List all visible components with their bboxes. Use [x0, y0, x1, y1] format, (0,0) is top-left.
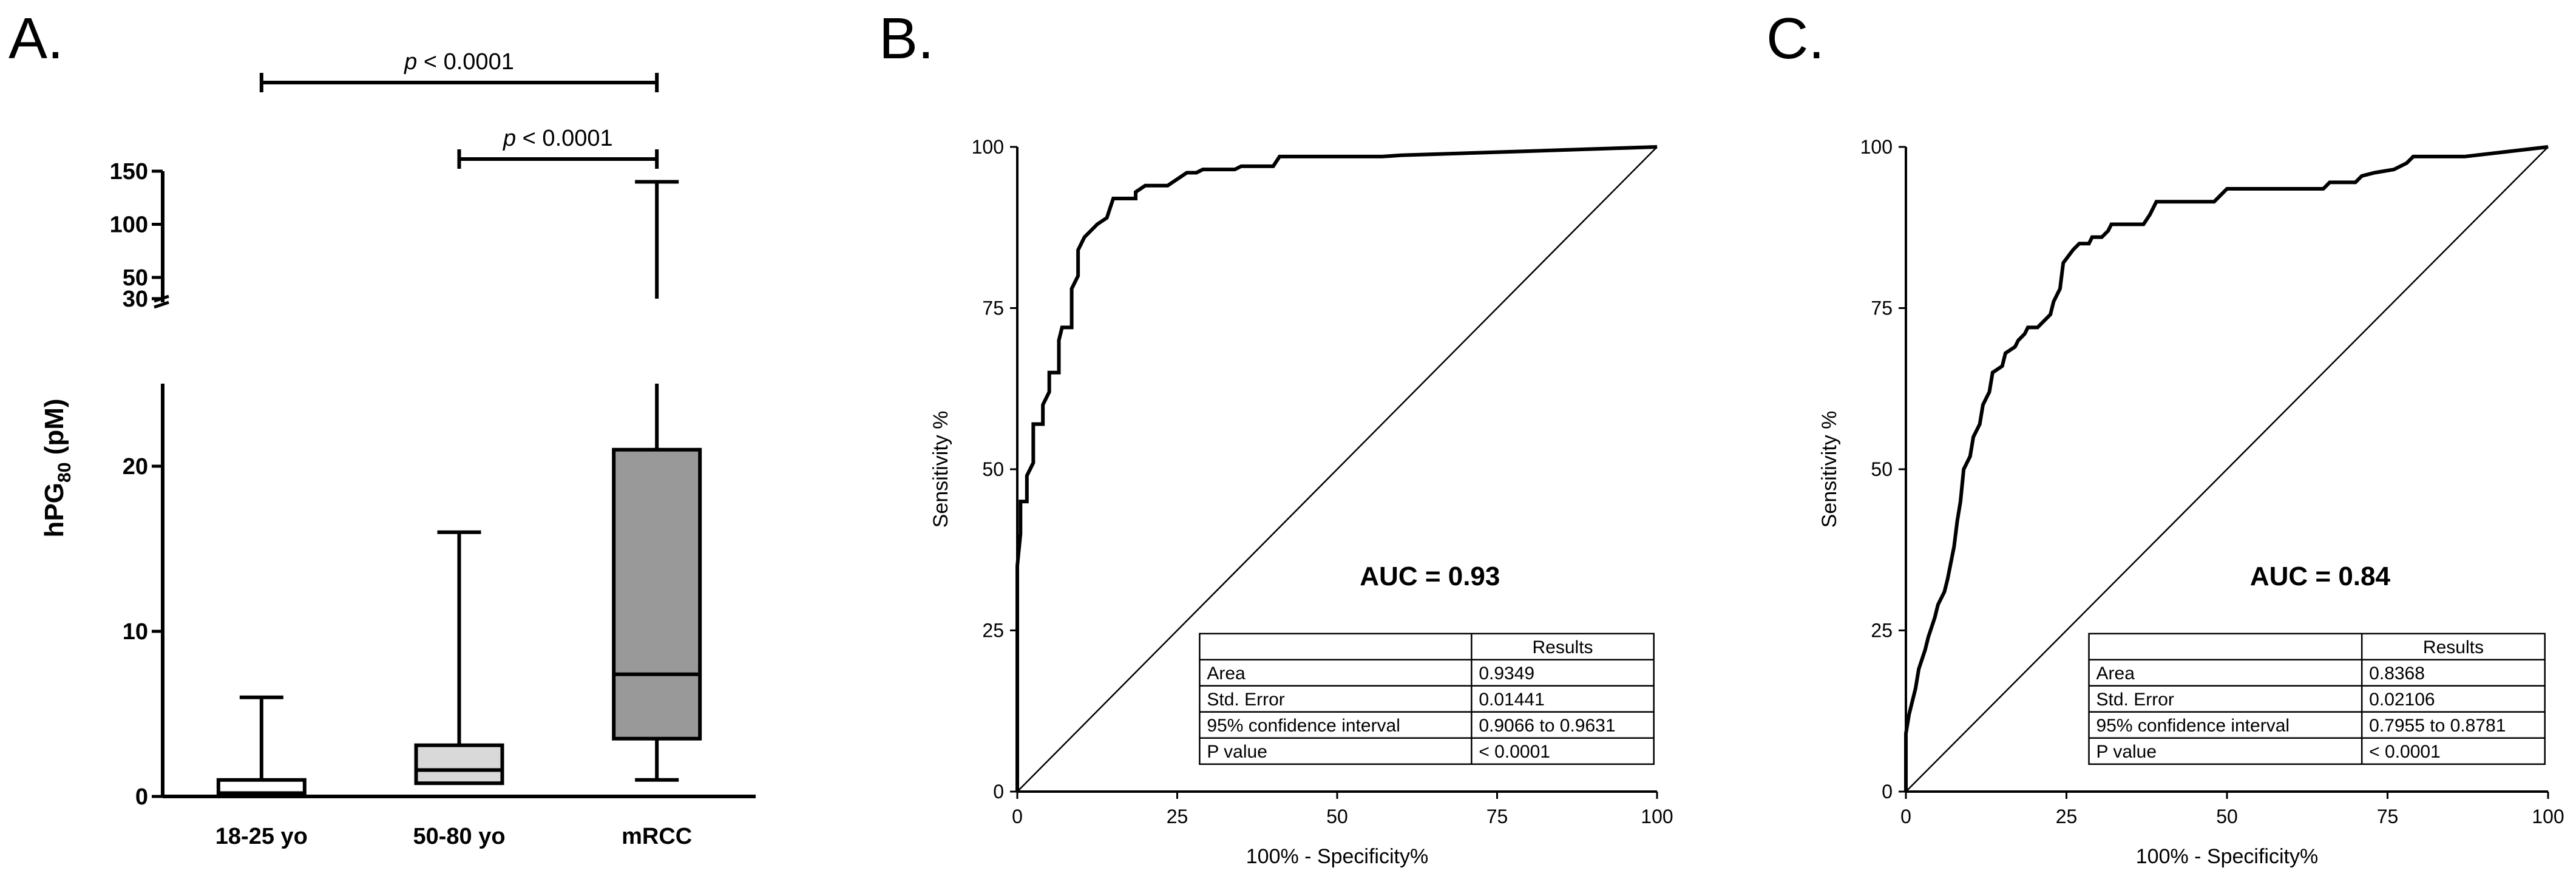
x-tick-label: 0: [1012, 806, 1023, 827]
y-tick-label: 75: [982, 297, 1004, 319]
reference-diagonal: [1017, 146, 1658, 792]
table-row: Results: [1533, 637, 1593, 657]
table-row: Results: [2423, 637, 2484, 657]
y-tick-label: 25: [1871, 620, 1893, 642]
table-row: 95% confidence interval 0.9066 to 0.9631: [1207, 716, 1615, 736]
y-tick-label: 25: [982, 620, 1004, 642]
panel-b-roc: B. 0 25 50 75 100 0 25 50 75 100 100% - Specificit…: [879, 6, 1673, 868]
table-cell-value: < 0.0001: [1479, 742, 1550, 762]
panel-a-significance-bracket: p < 0.0001: [457, 126, 659, 169]
panel-a-y-tick-label: 30: [123, 287, 148, 312]
y-axis-label: Sensitivity %: [1818, 411, 1841, 528]
panel-a-y-tick-label: 20: [123, 454, 148, 480]
panel-a-y-axis-label: hPG80 (pM): [39, 399, 75, 538]
table-cell-value: < 0.0001: [2369, 742, 2441, 762]
box-iqr: [414, 743, 504, 786]
panel-a-box-0: [216, 695, 307, 799]
reference-diagonal: [1905, 146, 2549, 792]
table-row: P value < 0.0001: [2096, 742, 2441, 762]
x-tick-label: 50: [1326, 806, 1348, 827]
panel-a-x-tick-label: 18-25 yo: [215, 824, 308, 849]
table-cell-label: Area: [2096, 663, 2135, 684]
roc-curve: [1904, 145, 2549, 792]
table-cell-label: Std. Error: [2096, 690, 2174, 710]
p-value: < 0.0001: [417, 49, 514, 75]
table-cell-label: P value: [1207, 742, 1267, 762]
x-tick-label: 100: [1641, 806, 1673, 827]
panel-a-significance-bracket: p < 0.0001: [259, 49, 659, 92]
table-row: P value < 0.0001: [1207, 742, 1550, 762]
panel-a-y-tick-label: 100: [110, 212, 148, 238]
panel-c-roc: C. 0 25 50 75 100 0 25 50 75 100 100% - Specificit…: [1766, 6, 2564, 868]
roc-curve: [1015, 145, 1658, 792]
x-tick-label: 25: [1167, 806, 1188, 827]
y-tick-label: 50: [982, 458, 1004, 480]
results-table: Results Area 0.8368 Std. Error 0.02106 95% co…: [2088, 633, 2546, 765]
table-cell-value: 0.02106: [2369, 690, 2435, 710]
y-axis-label: Sensitivity %: [929, 411, 952, 528]
table-cell-value: 0.7955 to 0.8781: [2369, 716, 2506, 736]
table-cell-value: 0.9066 to 0.9631: [1479, 716, 1615, 736]
table-cell-label: 95% confidence interval: [2096, 716, 2290, 736]
significance-label: p < 0.0001: [404, 49, 514, 75]
x-tick-label: 0: [1900, 806, 1911, 827]
results-table: Results Area 0.9349 Std. Error 0.01441 95% co…: [1199, 633, 1655, 765]
y-tick-label: 50: [1871, 458, 1893, 480]
table-border: [2088, 633, 2546, 765]
panel-c-letter: C.: [1766, 6, 1825, 71]
auc-label: AUC = 0.93: [1360, 562, 1500, 591]
panel-a-letter: A.: [8, 6, 64, 71]
table-row: Area 0.9349: [1207, 663, 1534, 684]
table-row: Std. Error 0.02106: [2096, 690, 2435, 710]
panel-a-y-tick-label: 50: [123, 265, 148, 291]
x-tick-label: 50: [2216, 806, 2238, 827]
x-axis-label: 100% - Specificity%: [1246, 845, 1428, 868]
auc-label: AUC = 0.84: [2250, 562, 2391, 591]
panel-b-letter: B.: [879, 6, 934, 71]
p-symbol: p: [404, 49, 417, 75]
x-tick-label: 100: [2532, 806, 2564, 827]
panel-a-y-tick-label: 10: [123, 619, 148, 645]
table-cell-label: 95% confidence interval: [1207, 716, 1400, 736]
y-tick-label: 0: [1882, 781, 1893, 803]
table-border: [1199, 633, 1655, 765]
panel-a-ylabel-suffix: (pM): [39, 399, 69, 463]
panel-a-ylabel-main: hPG: [39, 483, 69, 537]
panel-a-y-tick-label: 0: [135, 784, 148, 810]
panel-a-x-tick-label: 50-80 yo: [413, 824, 505, 849]
table-cell-value: 0.8368: [2369, 663, 2425, 684]
table-header-cell: Results: [2423, 637, 2484, 657]
table-cell-label: P value: [2096, 742, 2157, 762]
x-tick-label: 75: [1486, 806, 1508, 827]
p-symbol: p: [503, 126, 516, 151]
p-value: < 0.0001: [516, 126, 613, 151]
table-cell-value: 0.9349: [1479, 663, 1534, 684]
y-tick-label: 75: [1871, 297, 1893, 319]
table-cell-label: Area: [1207, 663, 1246, 684]
box-iqr: [612, 447, 702, 741]
x-axis-label: 100% - Specificity%: [2136, 845, 2318, 868]
table-row: 95% confidence interval 0.7955 to 0.8781: [2096, 716, 2506, 736]
panel-a-x-tick-label: mRCC: [622, 824, 692, 849]
table-cell-value: 0.01441: [1479, 690, 1544, 710]
y-tick-label: 0: [993, 781, 1004, 803]
panel-a-y-tick-label: 150: [110, 159, 148, 185]
y-tick-label: 100: [972, 136, 1004, 158]
panel-a-box-2: [612, 180, 702, 782]
panel-a-ylabel-sub: 80: [55, 463, 75, 483]
table-header-cell: Results: [1533, 637, 1593, 657]
y-tick-label: 100: [1860, 136, 1893, 158]
table-cell-label: Std. Error: [1207, 690, 1284, 710]
table-row: Area 0.8368: [2096, 663, 2425, 684]
panel-a-axis-break-mark: [154, 300, 169, 309]
significance-label: p < 0.0001: [503, 126, 613, 151]
panel-a-box-1: [414, 530, 504, 786]
table-row: Std. Error 0.01441: [1207, 690, 1544, 710]
x-tick-label: 75: [2377, 806, 2399, 827]
x-tick-label: 25: [2056, 806, 2078, 827]
